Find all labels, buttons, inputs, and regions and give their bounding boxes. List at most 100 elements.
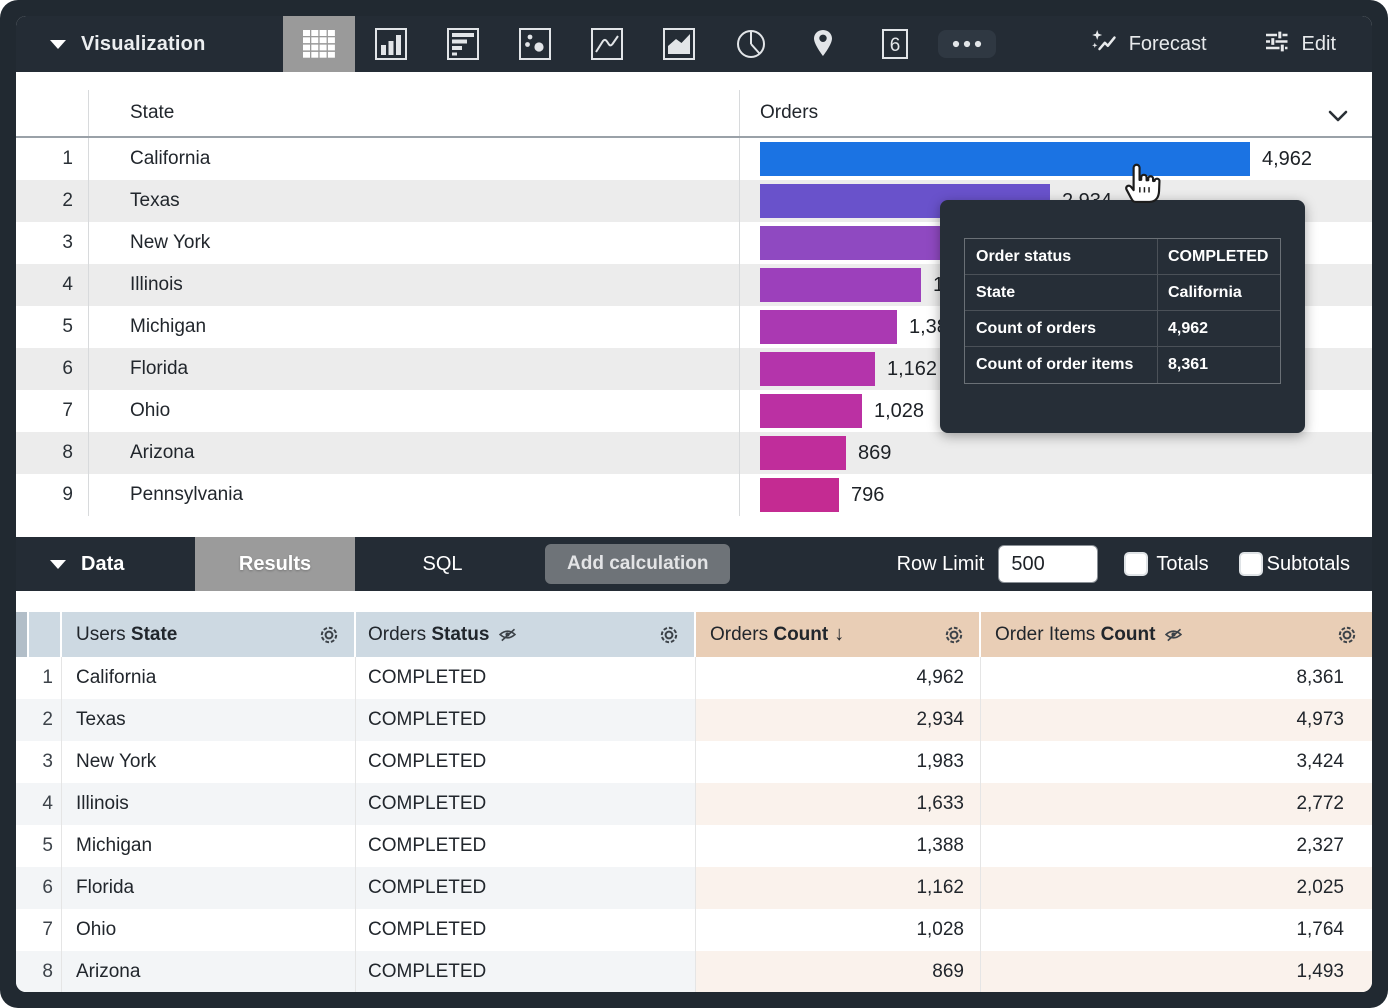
state-cell[interactable]: Ohio [89, 390, 740, 432]
tab-sql[interactable]: SQL [422, 552, 463, 575]
chevron-down-icon[interactable] [1328, 106, 1348, 128]
orders-bar[interactable] [760, 268, 921, 302]
column-header-orders-count[interactable]: Orders Count ↓ [696, 612, 981, 657]
collapse-caret-icon[interactable] [50, 39, 66, 49]
orders-count-cell[interactable]: 869 [696, 951, 981, 992]
row-number: 8 [29, 951, 62, 992]
state-cell[interactable]: Pennsylvania [89, 474, 740, 516]
gear-icon[interactable] [942, 623, 966, 647]
column-header-users-state[interactable]: Users State [62, 612, 356, 657]
viz-tab-bar-chart[interactable] [427, 16, 499, 72]
orders-count-cell[interactable]: 1,162 [696, 867, 981, 909]
orders-bar[interactable] [760, 394, 862, 428]
orders-bar[interactable] [760, 310, 897, 344]
orders-count-cell[interactable]: 1,028 [696, 909, 981, 951]
forecast-button[interactable]: Forecast [1062, 16, 1235, 72]
row-limit-label: Row Limit [896, 552, 985, 575]
gear-icon[interactable] [657, 623, 681, 647]
viz-table-row: 7 Ohio 1,028 [16, 390, 1372, 432]
orders-status-cell[interactable]: COMPLETED [356, 825, 696, 867]
orders-count-cell[interactable]: 1,633 [696, 783, 981, 825]
order-items-count-cell[interactable]: 3,424 [981, 741, 1372, 783]
state-cell[interactable]: Arizona [89, 432, 740, 474]
visualization-section-toggle[interactable]: Visualization [16, 16, 283, 72]
row-edge-cell [16, 909, 29, 951]
viz-tab-scatter-chart[interactable] [499, 16, 571, 72]
orders-bar-cell: 1,028 [740, 390, 1372, 432]
viz-tab-table-chart[interactable] [283, 16, 355, 72]
state-cell[interactable]: Illinois [89, 264, 740, 306]
users-state-cell[interactable]: New York [62, 741, 356, 783]
state-cell[interactable]: Florida [89, 348, 740, 390]
svg-text:6: 6 [890, 35, 901, 56]
users-state-cell[interactable]: Texas [62, 699, 356, 741]
header-view-name: Order Items [995, 623, 1101, 645]
order-items-count-cell[interactable]: 8,361 [981, 657, 1372, 699]
orders-bar[interactable] [760, 142, 1250, 176]
viz-tab-map-chart[interactable] [787, 16, 859, 72]
orders-count-cell[interactable]: 1,388 [696, 825, 981, 867]
viz-tab-column-chart[interactable] [355, 16, 427, 72]
users-state-cell[interactable]: California [62, 657, 356, 699]
column-header-order-items-count[interactable]: Order Items Count [981, 612, 1372, 657]
tab-results[interactable]: Results [195, 537, 355, 591]
orders-bar[interactable] [760, 478, 839, 512]
orders-status-cell[interactable]: COMPLETED [356, 699, 696, 741]
orders-bar[interactable] [760, 352, 875, 386]
subtotals-checkbox[interactable] [1238, 552, 1263, 576]
users-state-cell[interactable]: Illinois [62, 783, 356, 825]
users-state-cell[interactable]: Ohio [62, 909, 356, 951]
users-state-cell[interactable]: Michigan [62, 825, 356, 867]
orders-count-cell[interactable]: 4,962 [696, 657, 981, 699]
data-section-toggle[interactable]: Data [16, 537, 195, 591]
gear-icon[interactable] [1335, 623, 1359, 647]
order-items-count-cell[interactable]: 2,772 [981, 783, 1372, 825]
orders-bar[interactable] [760, 226, 956, 260]
orders-column-header[interactable]: Orders [740, 90, 1372, 136]
viz-tab-single-value[interactable]: 6 [859, 16, 931, 72]
orders-status-cell[interactable]: COMPLETED [356, 909, 696, 951]
orders-status-cell[interactable]: COMPLETED [356, 951, 696, 992]
edit-label: Edit [1301, 32, 1336, 55]
row-number: 3 [29, 741, 62, 783]
row-limit-input[interactable] [998, 545, 1099, 583]
edit-button[interactable]: Edit [1235, 16, 1372, 72]
order-items-count-cell[interactable]: 2,025 [981, 867, 1372, 909]
tooltip-row: Order status COMPLETED [965, 239, 1280, 275]
row-number: 9 [16, 474, 89, 516]
viz-tab-more[interactable] [931, 16, 1003, 72]
users-state-cell[interactable]: Arizona [62, 951, 356, 992]
collapse-caret-icon[interactable] [50, 559, 66, 569]
row-edge-cell [16, 657, 29, 699]
orders-count-cell[interactable]: 2,934 [696, 699, 981, 741]
orders-status-cell[interactable]: COMPLETED [356, 867, 696, 909]
viz-tab-area-chart[interactable] [643, 16, 715, 72]
orders-status-cell[interactable]: COMPLETED [356, 783, 696, 825]
state-column-header[interactable]: State [89, 90, 740, 136]
row-number: 1 [16, 138, 89, 180]
bar-value-label: 1,028 [874, 399, 925, 422]
orders-count-cell[interactable]: 1,983 [696, 741, 981, 783]
gear-icon[interactable] [317, 623, 341, 647]
orders-bar[interactable] [760, 436, 846, 470]
state-cell[interactable]: New York [89, 222, 740, 264]
add-calculation-button[interactable]: Add calculation [545, 544, 731, 584]
totals-checkbox[interactable] [1124, 552, 1149, 576]
order-items-count-cell[interactable]: 1,493 [981, 951, 1372, 992]
state-header-label: State [130, 102, 175, 123]
state-cell[interactable]: Michigan [89, 306, 740, 348]
orders-status-cell[interactable]: COMPLETED [356, 657, 696, 699]
order-items-count-cell[interactable]: 1,764 [981, 909, 1372, 951]
orders-status-cell[interactable]: COMPLETED [356, 741, 696, 783]
viz-tab-line-chart[interactable] [571, 16, 643, 72]
header-field-name: Count [1100, 623, 1156, 645]
results-row: 3 New York COMPLETED 1,983 3,424 [16, 741, 1372, 783]
results-row: 5 Michigan COMPLETED 1,388 2,327 [16, 825, 1372, 867]
state-cell[interactable]: Texas [89, 180, 740, 222]
order-items-count-cell[interactable]: 2,327 [981, 825, 1372, 867]
state-cell[interactable]: California [89, 138, 740, 180]
users-state-cell[interactable]: Florida [62, 867, 356, 909]
column-header-orders-status[interactable]: Orders Status [356, 612, 696, 657]
order-items-count-cell[interactable]: 4,973 [981, 699, 1372, 741]
viz-tab-pie-chart[interactable] [715, 16, 787, 72]
